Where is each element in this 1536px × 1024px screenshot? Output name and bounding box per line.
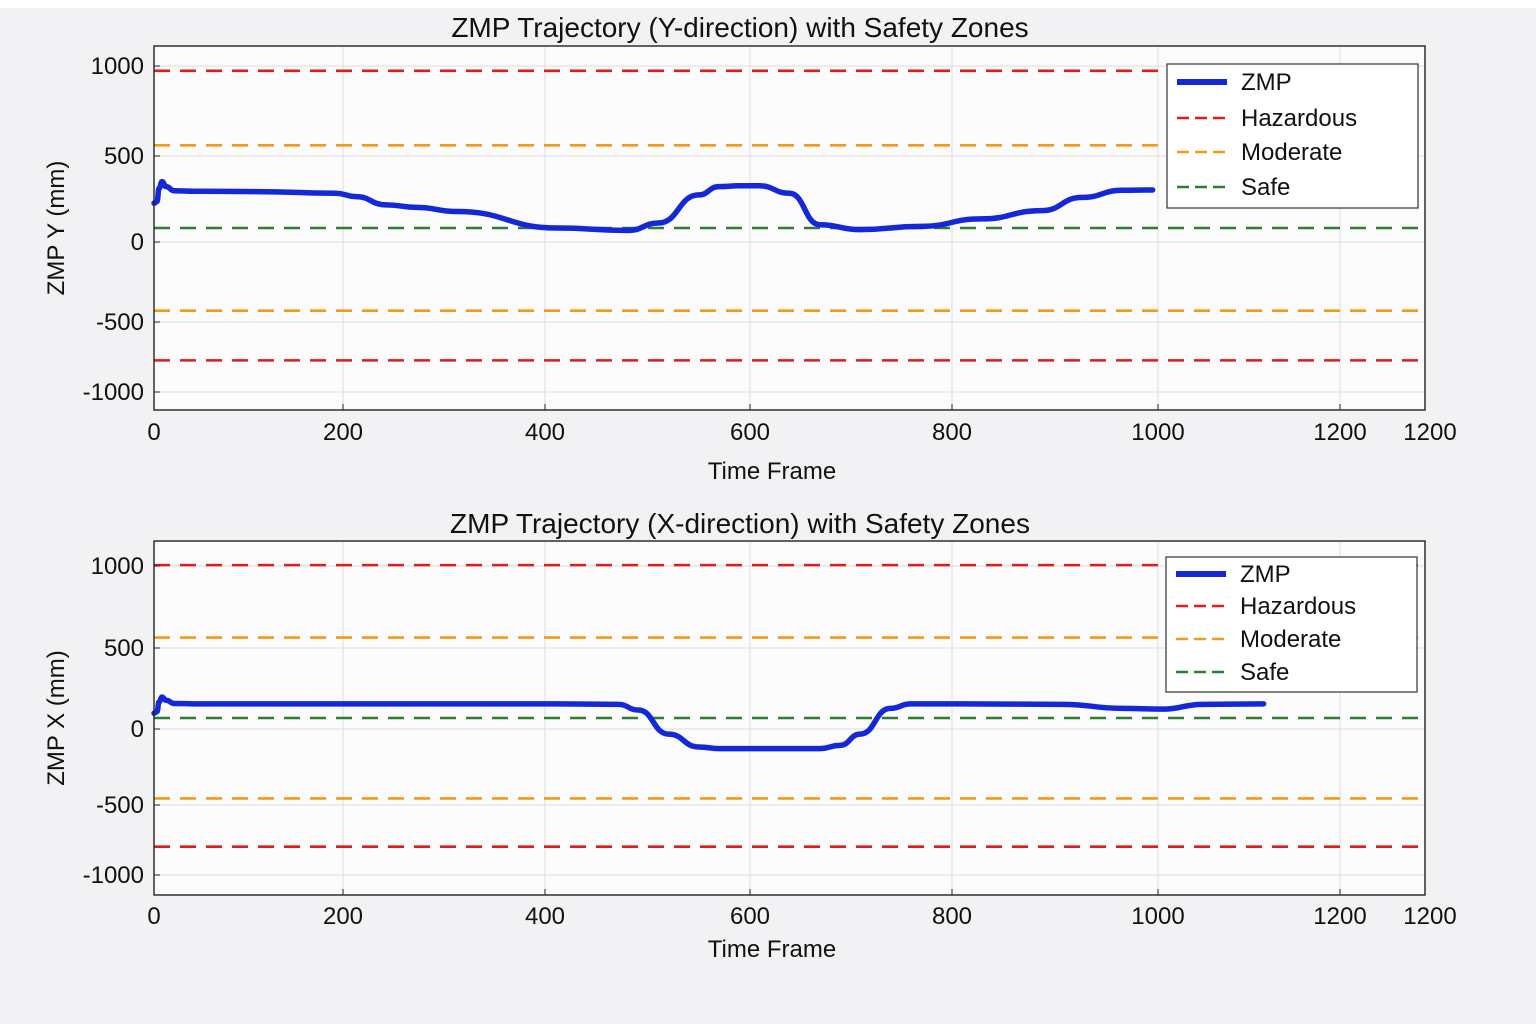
x-tick-label: 1200 <box>1313 419 1366 446</box>
legend-label-zmp: ZMP <box>1241 69 1292 96</box>
legend-label-hazardous: Hazardous <box>1241 105 1357 132</box>
legend-label-safe: Safe <box>1240 659 1289 686</box>
x-tick-label: 400 <box>525 419 565 446</box>
legend-box <box>1165 556 1418 693</box>
x-tick-label: 200 <box>323 419 363 446</box>
legend: ZMP Hazardous Moderate Safe <box>1166 63 1419 209</box>
y-tick-label: -500 <box>96 792 144 819</box>
x-tick-label: 800 <box>932 903 972 930</box>
y-axis-label: ZMP Y (mm) <box>43 161 70 296</box>
x-tick-label: 400 <box>525 903 565 930</box>
top-border-strip <box>0 0 1536 8</box>
subplot-x: 0 200 400 600 800 1000 1200 1200 1000 500 0 -500 -10… <box>43 508 1457 963</box>
y-tick-label: 500 <box>104 635 144 662</box>
y-tick-label: 500 <box>104 143 144 170</box>
axes-frame <box>153 540 1426 896</box>
axes-frame <box>153 45 1426 411</box>
x-tick-label: 800 <box>932 419 972 446</box>
legend: ZMP Hazardous Moderate Safe <box>1165 556 1418 693</box>
x-tick-label: 200 <box>323 903 363 930</box>
x-tick-label: 1200 <box>1403 903 1456 930</box>
x-tick-label: 600 <box>730 903 770 930</box>
legend-label-hazardous: Hazardous <box>1240 593 1356 620</box>
chart-title: ZMP Trajectory (X-direction) with Safety… <box>450 508 1030 539</box>
x-tick-label: 600 <box>730 419 770 446</box>
x-tick-label: 1000 <box>1131 903 1184 930</box>
zmp-series-line <box>151 178 1156 234</box>
zmp-series-line <box>151 694 1267 752</box>
x-tick-label: 0 <box>147 419 160 446</box>
legend-label-zmp: ZMP <box>1240 561 1291 588</box>
y-tick-label: -1000 <box>83 862 144 889</box>
x-tick-label: 1200 <box>1403 419 1456 446</box>
subplot-y: 0 200 400 600 800 1000 1200 1200 1000 500 0 -500 -10… <box>43 12 1457 485</box>
y-tick-label: 1000 <box>91 53 144 80</box>
legend-label-safe: Safe <box>1241 174 1290 201</box>
y-tick-label: 0 <box>131 229 144 256</box>
y-tick-label: 0 <box>131 716 144 743</box>
x-tick-label: 1000 <box>1131 419 1184 446</box>
legend-box <box>1166 63 1419 209</box>
y-axis-label: ZMP X (mm) <box>43 650 70 786</box>
legend-label-moderate: Moderate <box>1240 626 1341 653</box>
y-tick-label: -500 <box>96 309 144 336</box>
x-axis-label: Time Frame <box>708 936 836 963</box>
x-tick-label: 1200 <box>1313 903 1366 930</box>
x-axis-label: Time Frame <box>708 458 836 485</box>
chart-title: ZMP Trajectory (Y-direction) with Safety… <box>451 12 1028 43</box>
legend-label-moderate: Moderate <box>1241 139 1342 166</box>
y-tick-label: -1000 <box>83 379 144 406</box>
x-tick-label: 0 <box>147 903 160 930</box>
y-tick-label: 1000 <box>91 553 144 580</box>
